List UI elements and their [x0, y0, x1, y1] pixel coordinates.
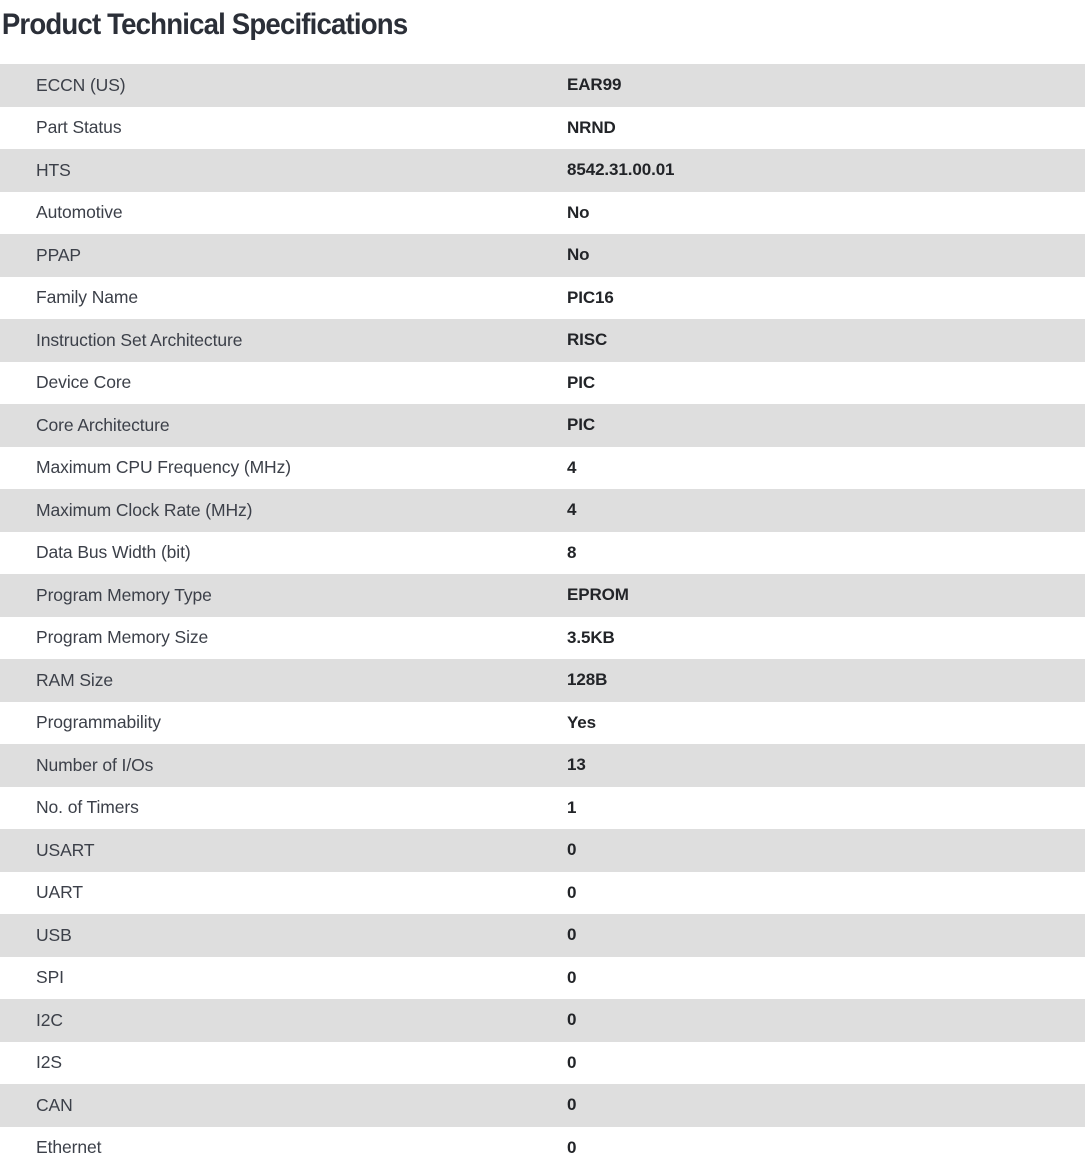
spec-value: EAR99	[567, 64, 1085, 107]
spec-label: Ethernet	[0, 1127, 567, 1169]
spec-value: 4	[567, 447, 1085, 490]
spec-value: PIC	[567, 404, 1085, 447]
spec-value: 0	[567, 957, 1085, 1000]
spec-label: Maximum Clock Rate (MHz)	[0, 489, 567, 532]
spec-value: No	[567, 234, 1085, 277]
spec-value: 8	[567, 532, 1085, 575]
spec-value: 4	[567, 489, 1085, 532]
table-row: Maximum Clock Rate (MHz)4	[0, 489, 1085, 532]
spec-label: Core Architecture	[0, 404, 567, 447]
spec-value: Yes	[567, 702, 1085, 745]
spec-label: Part Status	[0, 107, 567, 150]
spec-label: ECCN (US)	[0, 64, 567, 107]
spec-value: 1	[567, 787, 1085, 830]
spec-value: 0	[567, 829, 1085, 872]
spec-label: I2S	[0, 1042, 567, 1085]
spec-label: SPI	[0, 957, 567, 1000]
table-row: Data Bus Width (bit)8	[0, 532, 1085, 575]
table-row: ECCN (US)EAR99	[0, 64, 1085, 107]
spec-value: RISC	[567, 319, 1085, 362]
spec-label: USART	[0, 829, 567, 872]
spec-label: Number of I/Os	[0, 744, 567, 787]
spec-value: PIC	[567, 362, 1085, 405]
spec-value: 0	[567, 914, 1085, 957]
spec-label: USB	[0, 914, 567, 957]
spec-label: No. of Timers	[0, 787, 567, 830]
spec-label: Program Memory Size	[0, 617, 567, 660]
spec-label: PPAP	[0, 234, 567, 277]
spec-label: Data Bus Width (bit)	[0, 532, 567, 575]
spec-label: Automotive	[0, 192, 567, 235]
spec-label: Family Name	[0, 277, 567, 320]
spec-label: Programmability	[0, 702, 567, 745]
spec-label: Instruction Set Architecture	[0, 319, 567, 362]
spec-value: 128B	[567, 659, 1085, 702]
spec-value: 0	[567, 1042, 1085, 1085]
table-row: Maximum CPU Frequency (MHz)4	[0, 447, 1085, 490]
spec-value: 3.5KB	[567, 617, 1085, 660]
spec-value: 0	[567, 1084, 1085, 1127]
spec-value: 0	[567, 872, 1085, 915]
spec-value: 13	[567, 744, 1085, 787]
spec-label: HTS	[0, 149, 567, 192]
spec-label: I2C	[0, 999, 567, 1042]
spec-value: EPROM	[567, 574, 1085, 617]
spec-label: Maximum CPU Frequency (MHz)	[0, 447, 567, 490]
spec-label: Program Memory Type	[0, 574, 567, 617]
spec-value: 0	[567, 1127, 1085, 1169]
spec-label: CAN	[0, 1084, 567, 1127]
spec-label: RAM Size	[0, 659, 567, 702]
spec-value: PIC16	[567, 277, 1085, 320]
page-title: Product Technical Specifications	[0, 0, 998, 43]
spec-value: No	[567, 192, 1085, 235]
spec-value: 8542.31.00.01	[567, 149, 1085, 192]
spec-label: UART	[0, 872, 567, 915]
spec-label: Device Core	[0, 362, 567, 405]
spec-value: 0	[567, 999, 1085, 1042]
spec-value: NRND	[567, 107, 1085, 150]
